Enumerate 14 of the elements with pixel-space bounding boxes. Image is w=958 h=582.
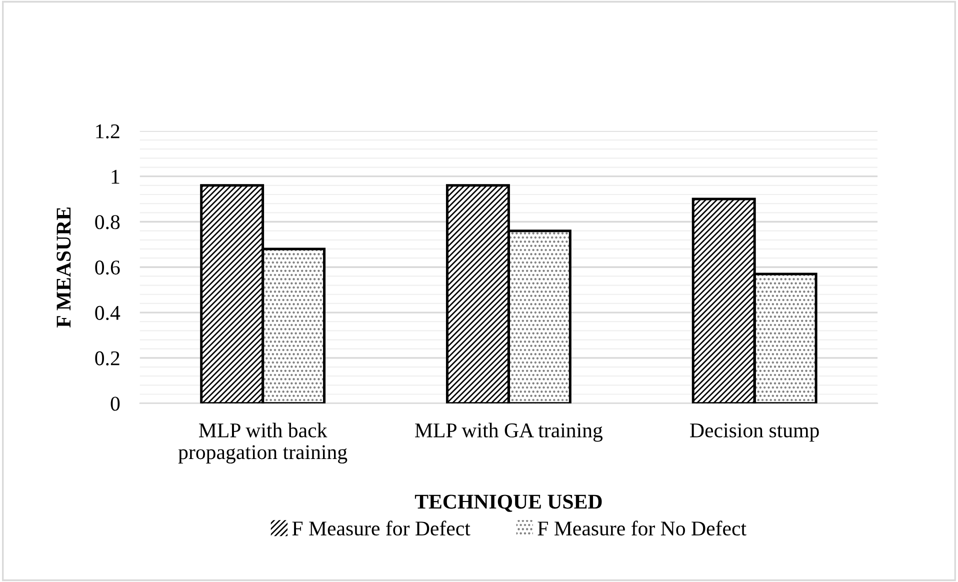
y-tick-label: 1.2 (96, 124, 120, 138)
legend-label: F Measure for No Defect (538, 520, 746, 536)
x-axis-title: TECHNIQUE USED (414, 494, 602, 512)
y-axis-title: F MEASURE (56, 208, 71, 328)
y-tick-label: 1 (112, 170, 120, 184)
x-tick-label: MLP with back propagation training (178, 422, 348, 464)
y-tick-label: 0.2 (95, 351, 120, 366)
y-tick-label: 0.4 (95, 306, 120, 320)
y-tick-label: 0 (110, 396, 120, 411)
x-tick-label: MLP with GA training (415, 422, 603, 442)
legend-label: F Measure for Defect (292, 520, 470, 536)
y-tick-label: 0.6 (95, 260, 120, 275)
y-tick-label: 0.8 (95, 215, 120, 230)
x-tick-label: Decision stump (690, 423, 819, 442)
